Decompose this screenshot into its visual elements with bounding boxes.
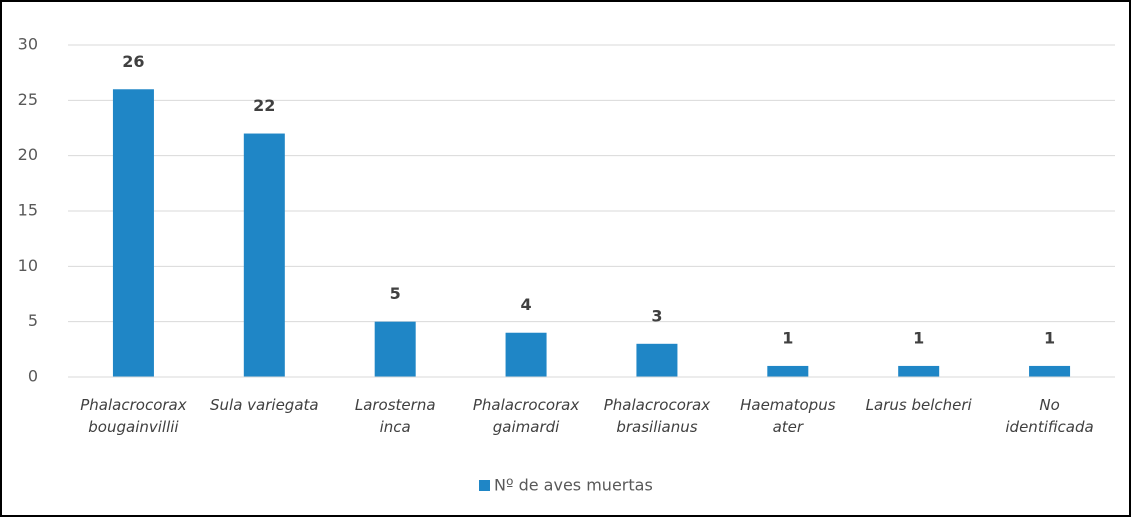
data-label: 1 [913,328,924,347]
x-tick-label: Haematopus ater [740,396,836,436]
legend-label: Nº de aves muertas [494,476,653,495]
bar [1029,365,1071,377]
data-label: 1 [782,328,793,347]
y-tick-label: 25 [18,90,38,109]
data-label: 1 [1044,328,1055,347]
data-label: 4 [520,295,531,314]
bar [767,365,809,377]
y-tick-label: 20 [18,145,38,164]
x-tick-label: Phalacrocorax bougainvillii [80,396,187,436]
bar [636,343,678,377]
data-label: 3 [651,306,662,325]
data-label: 22 [253,96,275,115]
x-tick-label: Larosterna inca [354,396,436,436]
bar [898,365,940,377]
x-tick-label: No identificada [1005,396,1094,436]
x-tick-label: Sula variegata [210,396,319,414]
legend-swatch [479,480,490,491]
x-tick-label: Phalacrocorax gaimardi [472,396,580,436]
y-tick-label: 10 [18,256,38,275]
x-tick-label: Phalacrocorax brasilianus [603,396,711,436]
data-label: 26 [122,52,144,71]
y-tick-label: 5 [28,311,38,330]
y-tick-label: 0 [28,367,38,386]
y-tick-label: 30 [18,35,38,54]
bar [505,332,547,377]
bar [374,321,416,377]
y-tick-label: 15 [18,201,38,220]
bar [112,89,154,378]
bar [243,133,285,377]
data-label: 5 [390,284,401,303]
x-tick-label: Larus belcheri [865,396,972,414]
